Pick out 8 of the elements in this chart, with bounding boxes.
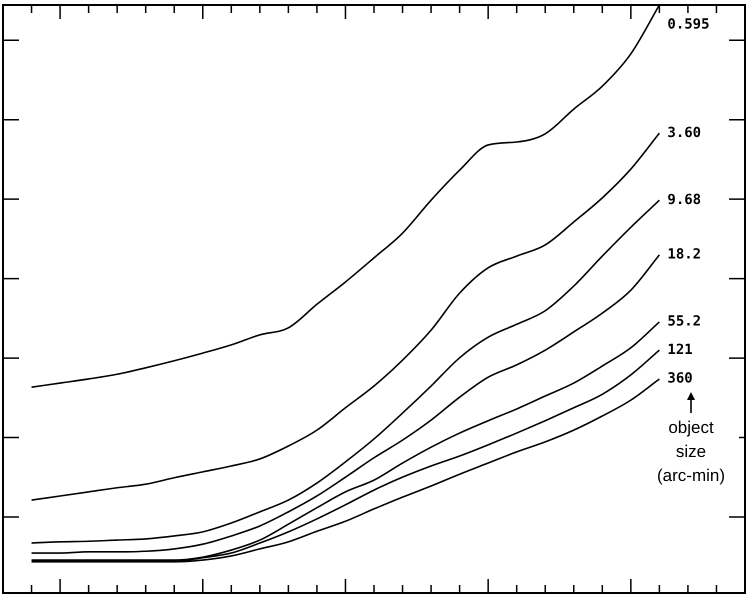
legend-label: 9.68 <box>667 192 702 208</box>
series-label: 18.2 <box>667 246 702 263</box>
series-label: 121 <box>667 342 693 358</box>
series-label: 3.60 <box>667 124 702 141</box>
series-label: 0.595 <box>667 16 710 33</box>
series-label: 360 <box>667 370 693 387</box>
annotation: object size (arc-min) <box>643 416 739 488</box>
series-label: 55.2 <box>667 314 702 330</box>
